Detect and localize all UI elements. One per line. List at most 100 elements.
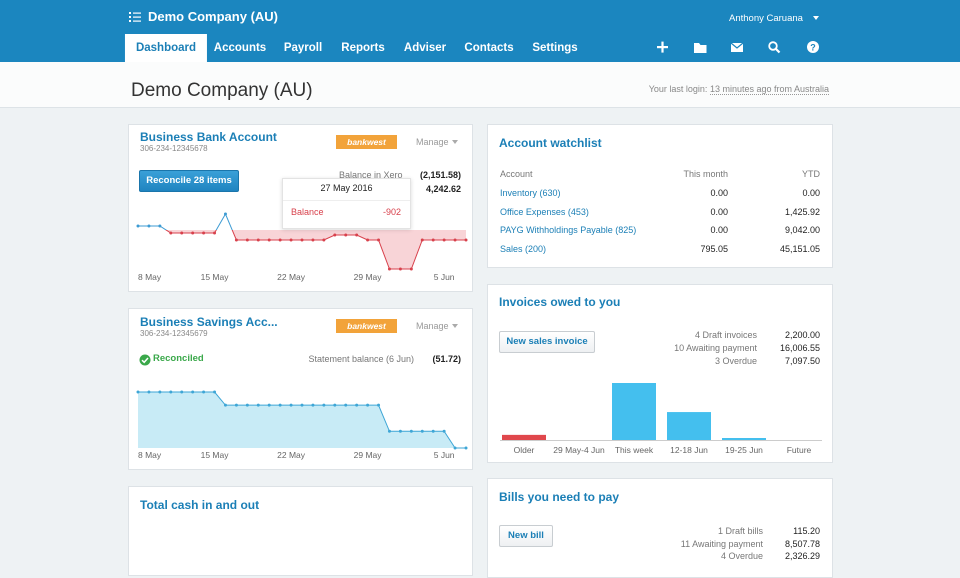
balance-point [136,224,140,228]
balance-point [289,403,293,407]
summary-value: 16,006.55 [779,342,820,353]
bar [667,412,711,440]
nav-tab[interactable]: Payroll [283,42,323,54]
manage-menu[interactable]: Manage [416,321,449,331]
balance-point [398,267,402,271]
balance-point [464,446,468,450]
balance-point [223,403,227,407]
summary-value: 7,097.50 [784,355,820,366]
nav-tab[interactable]: Contacts [464,42,514,54]
summary-value: 8,507.78 [784,538,820,549]
amount: 0.00 [710,206,728,217]
balance-point [398,429,402,433]
balance-point [442,238,446,242]
summary-label: 4 Draft invoices [694,330,757,340]
balance-point [311,238,315,242]
statement-label: Statement balance (6 Jun) [308,354,414,364]
top-bar: Demo Company (AU) Anthony Caruana Dashbo… [0,0,960,62]
balance-point [245,403,249,407]
account-link[interactable]: Sales (200) [500,244,547,255]
savings-account-panel: 8 May 15 May 22 May 29 May 5 Jun Business Sa… [128,308,473,470]
x-tick-label: This week [615,445,654,455]
account-number: 306-234-12345678 [140,144,208,153]
balance-point [256,403,260,407]
watchlist-panel: Account watchlist Account This month YTD In… [487,124,833,268]
company-name[interactable]: Demo Company (AU) [148,9,279,24]
panel-title[interactable]: Total cash in and out [140,498,260,512]
tooltip-date: 27 May 2016 [320,183,373,193]
last-login-label: Your last login: [648,84,708,94]
balance-point [420,429,424,433]
nav-tab[interactable]: Accounts [213,42,267,54]
last-login-detail[interactable]: 13 minutes ago from Australia [709,84,829,95]
account-link[interactable]: Inventory (630) [500,188,561,198]
amount: 0.00 [710,225,728,236]
x-tick-label: 8 May [138,450,162,460]
bar [612,383,656,440]
balance-point [267,238,271,242]
balance-point [377,403,381,407]
bar [502,434,546,440]
reconcile-button[interactable]: Reconcile 28 items [139,170,239,192]
x-tick-label: 22 May [277,450,306,460]
new-bill-button[interactable]: New bill [499,525,553,547]
bank-logo: bankwest [336,135,397,149]
help-icon[interactable]: ? [807,41,819,53]
x-tick-label: 29 May [354,450,383,460]
balance-point [409,267,413,271]
new-invoice-button[interactable]: New sales invoice [499,331,595,353]
savings-chart: 8 May 15 May 22 May 29 May 5 Jun [136,390,468,460]
balance-point [355,403,359,407]
balance-point [464,238,468,242]
menu-icon[interactable] [129,11,141,23]
balance-point [278,238,282,242]
balance-point [442,429,446,433]
summary-value: 2,326.29 [784,551,820,561]
last-login: Your last login: 13 minutes ago from Aus… [648,84,829,95]
nav-tab[interactable]: Adviser [403,42,447,54]
statement-balance-value: 4,242.62 [425,184,461,194]
cash-panel: Total cash in and out [128,486,473,576]
balance-point [289,238,293,242]
files-icon[interactable] [694,43,707,53]
balance-point [409,429,413,433]
tooltip-value: -902 [382,207,401,217]
balance-point [234,238,238,242]
summary-label: 1 Draft bills [717,526,763,536]
panel-title[interactable]: Business Bank Account [140,130,277,144]
balance-point [169,231,173,235]
panel-title[interactable]: Bills you need to pay [499,490,620,504]
amount: 0.00 [710,188,728,198]
bar [722,438,766,440]
balance-point [213,390,217,394]
search-icon[interactable] [768,41,781,54]
nav-tab[interactable]: Settings [532,42,578,54]
account-number: 306-234-12345679 [140,329,208,338]
summary-label: 4 Overdue [720,551,763,561]
bills-panel: Bills you need to pay New bill 1 Draft b… [487,478,833,578]
balance-point [453,446,457,450]
summary-label: 10 Awaiting payment [674,342,757,353]
sub-header: Demo Company (AU) Your last login: 13 mi… [0,62,960,108]
balance-point [431,238,435,242]
mail-icon[interactable] [730,42,744,52]
balance-point [311,403,315,407]
account-link[interactable]: PAYG Withholdings Payable (825) [500,225,637,236]
balance-point [431,429,435,433]
add-icon[interactable] [657,41,668,53]
x-tick-label: 8 May [138,272,162,282]
nav-tab[interactable]: Dashboard [124,34,208,62]
manage-menu[interactable]: Manage [416,137,449,147]
balance-point [333,233,337,237]
x-tick-label: Future [787,445,812,455]
tooltip-divider [283,200,410,201]
user-name[interactable]: Anthony Caruana [729,13,803,24]
user-caret [813,16,819,20]
account-link[interactable]: Office Expenses (453) [500,206,589,217]
panel-title[interactable]: Invoices owed to you [499,295,621,309]
summary-value: 2,200.00 [784,330,820,340]
balance-point [344,403,348,407]
panel-title[interactable]: Business Savings Acc... [140,315,278,329]
nav-tab[interactable]: Reports [341,42,385,54]
